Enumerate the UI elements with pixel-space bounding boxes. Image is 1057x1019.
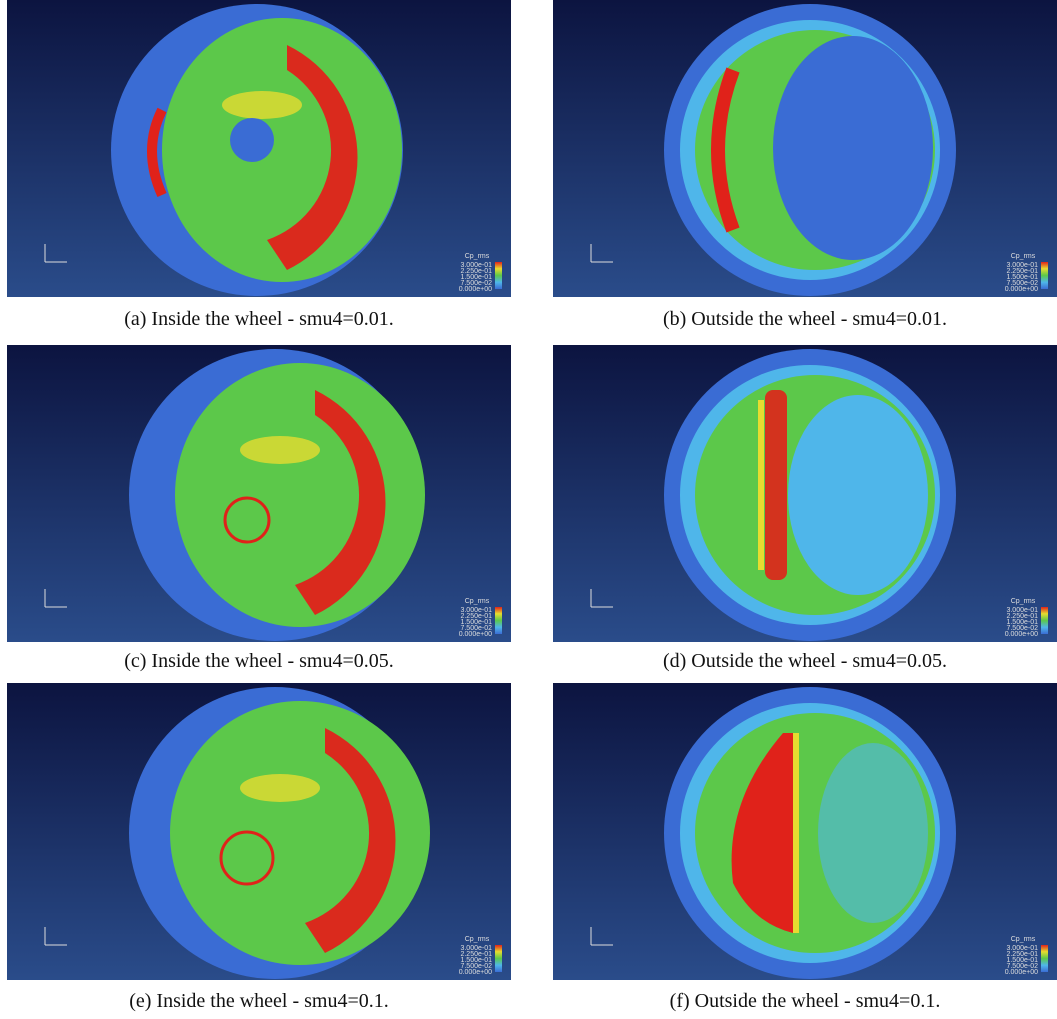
legend-label: 2.250e-01 <box>460 613 492 620</box>
legend-label: 7.500e-02 <box>1006 280 1038 287</box>
legend-label: 2.250e-01 <box>1006 268 1038 275</box>
colorbar <box>1041 262 1048 289</box>
yellow-band <box>758 400 764 570</box>
legend-label: 1.500e-01 <box>1006 274 1038 281</box>
legend-label: 3.000e-01 <box>1006 607 1038 614</box>
legend-label: 0.000e+00 <box>459 969 492 976</box>
high-band <box>765 390 787 580</box>
colorbar <box>495 945 502 972</box>
legend-label: 7.500e-02 <box>460 625 492 632</box>
colorbar <box>1041 945 1048 972</box>
legend-label: 7.500e-02 <box>460 963 492 970</box>
hub <box>219 830 275 886</box>
legend-label: 1.500e-01 <box>460 619 492 626</box>
legend-label: 3.000e-01 <box>460 945 492 952</box>
legend-label: 7.500e-02 <box>1006 963 1038 970</box>
legend-label: 0.000e+00 <box>1005 631 1038 638</box>
legend-label: 2.250e-01 <box>1006 613 1038 620</box>
legend-label: 3.000e-01 <box>1006 262 1038 269</box>
caption: (b) Outside the wheel - smu4=0.01. <box>662 308 947 330</box>
low-region <box>773 36 933 260</box>
hub <box>223 496 271 544</box>
cfd-image: Cp_rms 3.000e-012.250e-011.500e-017.500e-… <box>7 345 511 642</box>
yellow-patch <box>240 436 320 464</box>
high-region <box>305 728 396 953</box>
legend-label: 1.500e-01 <box>1006 957 1038 964</box>
legend-label: 2.250e-01 <box>460 268 492 275</box>
legend-label: 3.000e-01 <box>460 262 492 269</box>
legend-label: 1.500e-01 <box>460 957 492 964</box>
caption: (d) Outside the wheel - smu4=0.05. <box>662 650 947 672</box>
legend-title: Cp_rms <box>1011 598 1036 605</box>
cfd-image: Cp_rms 3.000e-012.250e-011.500e-017.500e-… <box>7 683 511 980</box>
legend-label: 7.500e-02 <box>460 280 492 287</box>
high-arc <box>147 107 167 198</box>
legend-title: Cp_rms <box>1011 936 1036 943</box>
legend-label: 3.000e-01 <box>1006 945 1038 952</box>
legend-label: 3.000e-01 <box>460 607 492 614</box>
legend-label: 2.250e-01 <box>460 951 492 958</box>
legend-title: Cp_rms <box>465 598 490 605</box>
high-region <box>267 45 358 270</box>
colorbar <box>495 262 502 289</box>
legend-label: 7.500e-02 <box>1006 625 1038 632</box>
legend-label: 0.000e+00 <box>459 631 492 638</box>
legend-label: 1.500e-01 <box>460 274 492 281</box>
yellow-patch <box>222 91 302 119</box>
cfd-image: Cp_rms 3.000e-012.250e-011.500e-017.500e-… <box>553 683 1057 980</box>
yellow-patch <box>240 774 320 802</box>
caption: (f) Outside the wheel - smu4=0.1. <box>669 990 941 1012</box>
legend-label: 2.250e-01 <box>1006 951 1038 958</box>
legend-label: 0.000e+00 <box>459 286 492 293</box>
colorbar <box>495 607 502 634</box>
yellow-edge <box>793 733 799 933</box>
legend-label: 0.000e+00 <box>1005 969 1038 976</box>
legend-title: Cp_rms <box>465 253 490 260</box>
cfd-image: Cp_rms 3.000e-012.250e-011.500e-017.500e-… <box>553 345 1057 642</box>
low-region <box>818 743 928 923</box>
high-blob <box>731 733 798 933</box>
caption: (a) Inside the wheel - smu4=0.01. <box>124 308 394 330</box>
colorbar <box>1041 607 1048 634</box>
caption: (c) Inside the wheel - smu4=0.05. <box>124 650 394 672</box>
high-region <box>295 390 386 615</box>
legend-label: 1.500e-01 <box>1006 619 1038 626</box>
cfd-image: Cp_rms 3.000e-012.250e-011.500e-017.500e-… <box>7 0 511 297</box>
low-region <box>788 395 928 595</box>
legend-label: 0.000e+00 <box>1005 286 1038 293</box>
cfd-image: Cp_rms 3.000e-012.250e-011.500e-017.500e-… <box>553 0 1057 297</box>
caption: (e) Inside the wheel - smu4=0.1. <box>129 990 389 1012</box>
legend-title: Cp_rms <box>1011 253 1036 260</box>
legend-title: Cp_rms <box>465 936 490 943</box>
high-arc <box>711 67 740 233</box>
hub <box>230 118 274 162</box>
